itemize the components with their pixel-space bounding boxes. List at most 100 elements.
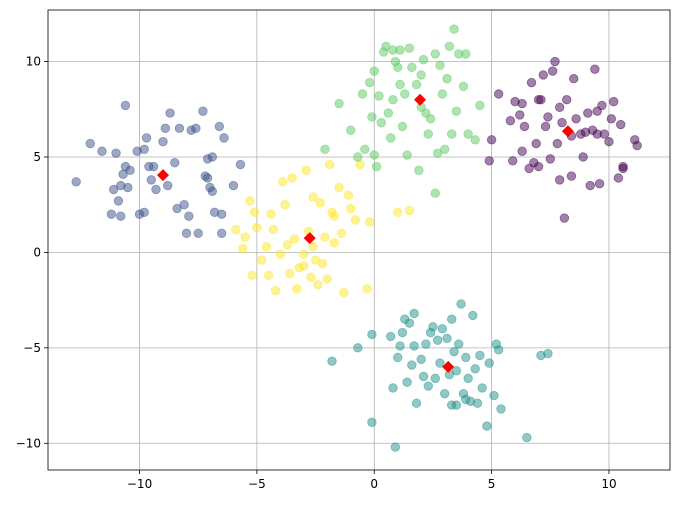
data-point bbox=[425, 114, 436, 124]
centroid-marker bbox=[442, 360, 455, 373]
data-point bbox=[547, 66, 558, 76]
data-point bbox=[583, 108, 593, 118]
y-tick-label: −5 bbox=[23, 341, 41, 355]
data-point bbox=[388, 383, 398, 393]
data-point bbox=[508, 156, 518, 166]
data-point bbox=[245, 196, 255, 206]
data-point bbox=[486, 135, 497, 145]
data-point bbox=[116, 211, 126, 221]
data-point bbox=[402, 150, 412, 160]
data-point bbox=[120, 100, 131, 111]
data-point bbox=[531, 138, 541, 149]
data-point bbox=[411, 79, 422, 90]
data-point bbox=[320, 232, 330, 242]
data-point bbox=[454, 339, 464, 349]
data-point bbox=[125, 165, 135, 176]
data-point bbox=[165, 108, 175, 118]
y-axis-ticks: −10 −5 0 5 10 bbox=[16, 55, 48, 450]
data-point bbox=[367, 417, 377, 427]
y-tick-label: −10 bbox=[16, 436, 41, 450]
data-point bbox=[484, 156, 494, 166]
y-tick-label: 5 bbox=[33, 150, 41, 164]
data-point bbox=[191, 123, 201, 134]
data-point bbox=[334, 182, 344, 193]
data-point bbox=[113, 196, 124, 206]
data-point bbox=[407, 62, 417, 72]
data-point bbox=[562, 95, 572, 105]
data-point bbox=[505, 116, 516, 126]
x-tick-label: 0 bbox=[370, 477, 378, 491]
data-point bbox=[554, 175, 565, 185]
data-point bbox=[327, 356, 337, 366]
centroid-marker bbox=[303, 232, 316, 245]
data-point bbox=[550, 56, 560, 67]
data-point bbox=[461, 49, 471, 59]
data-point bbox=[449, 24, 459, 34]
data-point bbox=[364, 217, 375, 227]
data-point bbox=[374, 91, 384, 101]
y-tick-label: 0 bbox=[33, 245, 41, 259]
x-tick-label: 5 bbox=[488, 477, 496, 491]
data-point bbox=[578, 152, 588, 162]
data-point bbox=[430, 373, 440, 384]
data-point bbox=[179, 199, 189, 210]
data-point bbox=[397, 121, 408, 132]
data-point bbox=[554, 102, 565, 113]
data-point bbox=[493, 345, 504, 355]
data-point bbox=[435, 60, 445, 71]
data-point bbox=[369, 150, 379, 160]
data-point bbox=[228, 180, 239, 191]
data-point bbox=[369, 66, 379, 76]
data-point bbox=[275, 249, 286, 260]
data-point bbox=[148, 161, 159, 172]
data-point bbox=[163, 180, 173, 191]
data-point bbox=[515, 110, 525, 120]
data-point bbox=[444, 41, 455, 51]
data-point bbox=[249, 207, 260, 218]
data-point bbox=[308, 241, 318, 252]
data-point bbox=[235, 159, 246, 170]
data-point bbox=[353, 152, 363, 162]
x-tick-label: −5 bbox=[248, 477, 266, 491]
data-point bbox=[592, 106, 602, 116]
data-point bbox=[207, 152, 218, 162]
data-point bbox=[390, 442, 401, 452]
data-point bbox=[404, 318, 415, 328]
data-point bbox=[519, 121, 530, 132]
data-point bbox=[421, 339, 431, 349]
data-point bbox=[385, 133, 396, 143]
data-point bbox=[308, 192, 318, 202]
data-point bbox=[468, 310, 478, 321]
data-point bbox=[540, 121, 551, 132]
data-point bbox=[432, 335, 443, 345]
data-point bbox=[343, 190, 354, 200]
y-tick-label: 10 bbox=[26, 55, 41, 69]
data-point bbox=[336, 228, 347, 239]
data-point bbox=[231, 224, 241, 235]
data-point bbox=[430, 49, 440, 59]
data-point bbox=[489, 390, 499, 401]
data-point bbox=[268, 224, 279, 235]
data-point bbox=[451, 400, 462, 410]
data-point bbox=[385, 331, 396, 342]
data-point bbox=[390, 56, 401, 67]
data-point bbox=[261, 241, 271, 252]
data-point bbox=[214, 121, 225, 132]
data-point bbox=[618, 161, 628, 172]
data-point bbox=[526, 77, 537, 88]
data-point bbox=[383, 108, 394, 118]
data-point bbox=[449, 346, 459, 357]
data-point bbox=[571, 114, 581, 124]
data-point bbox=[439, 388, 450, 399]
data-point bbox=[606, 114, 617, 124]
data-point bbox=[256, 255, 267, 265]
data-point bbox=[357, 89, 368, 99]
data-point bbox=[247, 270, 257, 281]
data-point bbox=[400, 89, 410, 99]
data-point bbox=[364, 77, 375, 88]
data-point bbox=[496, 404, 506, 414]
data-point bbox=[545, 154, 555, 164]
data-point bbox=[360, 144, 370, 155]
data-point bbox=[517, 98, 527, 109]
